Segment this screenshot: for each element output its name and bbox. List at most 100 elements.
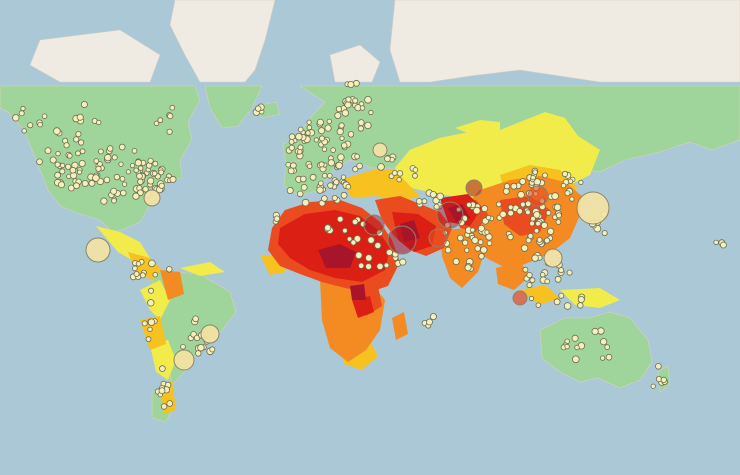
station-cluster[interactable] (465, 179, 483, 197)
station-marker[interactable] (135, 261, 142, 267)
station-marker[interactable] (324, 124, 332, 132)
station-marker[interactable] (344, 101, 352, 109)
station-marker[interactable] (166, 128, 173, 135)
station-marker[interactable] (605, 353, 613, 361)
station-marker[interactable] (536, 236, 543, 243)
station-marker[interactable] (296, 149, 303, 155)
station-marker[interactable] (76, 113, 84, 121)
station-marker[interactable] (133, 167, 139, 173)
station-marker[interactable] (499, 210, 507, 218)
station-marker[interactable] (159, 365, 166, 372)
station-marker[interactable] (55, 150, 61, 157)
station-marker[interactable] (100, 197, 108, 205)
station-marker[interactable] (288, 133, 296, 141)
station-marker[interactable] (347, 131, 355, 138)
station-marker[interactable] (77, 169, 83, 175)
station-marker[interactable] (321, 146, 328, 152)
station-marker[interactable] (540, 221, 548, 229)
station-marker[interactable] (571, 334, 579, 342)
station-marker[interactable] (169, 104, 176, 111)
station-marker[interactable] (113, 173, 121, 181)
station-marker[interactable] (59, 168, 66, 175)
station-marker[interactable] (340, 191, 348, 199)
station-marker[interactable] (147, 326, 153, 333)
station-marker[interactable] (137, 189, 144, 197)
station-marker[interactable] (327, 159, 335, 167)
station-marker[interactable] (301, 198, 310, 207)
station-marker[interactable] (92, 174, 100, 182)
station-marker[interactable] (316, 118, 324, 126)
station-marker[interactable] (134, 159, 142, 167)
station-cluster[interactable] (143, 189, 161, 207)
station-marker[interactable] (412, 172, 418, 179)
station-marker[interactable] (136, 172, 143, 180)
station-marker[interactable] (526, 271, 533, 279)
station-marker[interactable] (558, 267, 565, 274)
station-marker[interactable] (58, 181, 66, 189)
station-marker[interactable] (195, 350, 202, 357)
station-marker[interactable] (516, 208, 523, 215)
station-marker[interactable] (110, 187, 118, 195)
station-marker[interactable] (326, 173, 333, 179)
station-marker[interactable] (49, 156, 57, 164)
station-marker[interactable] (352, 79, 360, 87)
station-cluster[interactable] (576, 191, 610, 225)
station-marker[interactable] (546, 227, 555, 235)
station-marker[interactable] (192, 315, 199, 323)
station-marker[interactable] (478, 253, 485, 260)
station-marker[interactable] (21, 128, 27, 134)
station-marker[interactable] (452, 258, 460, 266)
station-marker[interactable] (95, 119, 102, 126)
station-marker[interactable] (396, 170, 404, 177)
station-marker[interactable] (160, 403, 168, 410)
station-marker[interactable] (132, 265, 138, 272)
station-marker[interactable] (148, 259, 156, 268)
station-marker[interactable] (324, 224, 332, 232)
station-marker[interactable] (457, 234, 464, 242)
station-cluster[interactable] (527, 185, 549, 207)
station-marker[interactable] (364, 96, 372, 104)
station-marker[interactable] (527, 232, 534, 239)
station-marker[interactable] (119, 176, 126, 182)
station-marker[interactable] (558, 292, 565, 299)
station-marker[interactable] (357, 125, 364, 132)
station-marker[interactable] (396, 176, 402, 183)
station-marker[interactable] (307, 163, 313, 169)
station-marker[interactable] (528, 295, 535, 302)
station-marker[interactable] (571, 355, 580, 364)
station-marker[interactable] (474, 245, 481, 252)
station-marker[interactable] (477, 239, 484, 245)
station-marker[interactable] (495, 201, 502, 208)
station-marker[interactable] (507, 209, 515, 217)
station-marker[interactable] (326, 118, 332, 125)
station-marker[interactable] (340, 174, 347, 180)
station-marker[interactable] (601, 230, 608, 237)
station-marker[interactable] (578, 179, 584, 185)
station-marker[interactable] (591, 327, 599, 336)
station-marker[interactable] (295, 132, 303, 141)
station-cluster[interactable] (173, 349, 195, 371)
station-marker[interactable] (131, 148, 138, 154)
station-marker[interactable] (147, 177, 155, 185)
station-marker[interactable] (316, 186, 324, 194)
station-marker[interactable] (197, 344, 205, 352)
station-marker[interactable] (306, 119, 312, 125)
station-marker[interactable] (54, 171, 61, 179)
station-cluster[interactable] (428, 228, 448, 248)
station-marker[interactable] (525, 209, 531, 216)
station-marker[interactable] (104, 153, 112, 162)
station-marker[interactable] (354, 153, 361, 160)
station-marker[interactable] (356, 162, 363, 170)
station-marker[interactable] (520, 244, 529, 252)
station-marker[interactable] (300, 183, 308, 191)
station-marker[interactable] (75, 131, 82, 138)
station-cluster[interactable] (512, 290, 528, 306)
station-marker[interactable] (65, 163, 72, 170)
station-marker[interactable] (180, 343, 186, 350)
station-marker[interactable] (553, 203, 562, 211)
station-marker[interactable] (122, 181, 128, 187)
station-marker[interactable] (503, 183, 511, 190)
station-marker[interactable] (313, 137, 319, 143)
station-marker[interactable] (520, 201, 526, 208)
station-marker[interactable] (599, 338, 608, 346)
